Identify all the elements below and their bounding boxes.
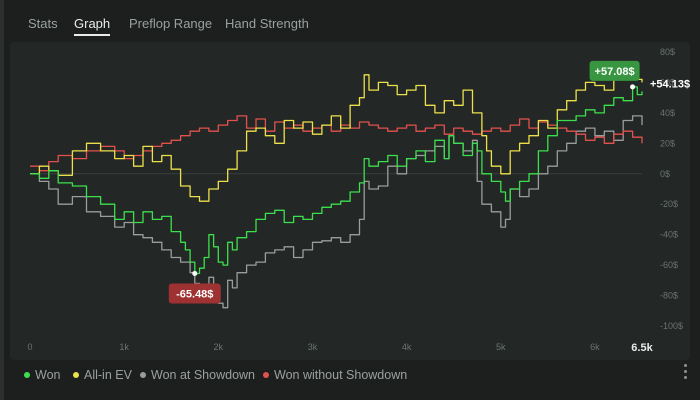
chart-panel: 80$ 60$ 40$ 20$ 0$ -20$ -40$ -60$ -80$ -100$ 0 1k 2k…: [10, 42, 690, 360]
legend-dot-icon: [140, 371, 146, 378]
max-badge: [589, 60, 640, 81]
tab-hand-strength[interactable]: Hand Strength: [225, 16, 309, 31]
series-line-allin-ev[interactable]: [30, 66, 643, 202]
tab-graph[interactable]: Graph: [74, 16, 111, 36]
min-badge-label: -65.48$: [176, 288, 213, 300]
y-tick-label: 60$: [660, 77, 675, 87]
y-tick-label: -20$: [660, 199, 678, 209]
end-value-label: +54.13$: [650, 78, 690, 90]
legend-item-won[interactable]: Won: [24, 368, 60, 382]
y-tick-label: 0$: [660, 169, 670, 179]
chart-legend: Won All-in EV Won at Showdown Won withou…: [0, 368, 700, 386]
legend-item-won-without-showdown[interactable]: Won without Showdown: [263, 368, 407, 382]
more-options-icon[interactable]: [684, 364, 688, 380]
y-tick-label: -80$: [660, 291, 678, 301]
tab-bar: Stats Graph Preflop Range Hand Strength: [0, 0, 700, 40]
x-tick-label: 5k: [496, 342, 506, 352]
x-tick-label: 0: [27, 342, 32, 352]
legend-label: All-in EV: [84, 368, 132, 382]
x-tick-label: 2k: [214, 342, 224, 352]
legend-label: Won at Showdown: [151, 368, 255, 382]
series-line-won[interactable]: [30, 86, 643, 275]
y-tick-label: -40$: [660, 230, 678, 240]
tab-preflop-range[interactable]: Preflop Range: [129, 16, 213, 31]
x-tick-label: 4k: [402, 342, 412, 352]
x-tick-label: 1k: [119, 342, 129, 352]
x-tick-label: 6k: [590, 342, 600, 352]
legend-dot-icon: [24, 371, 30, 378]
y-tick-label: -60$: [660, 260, 678, 270]
max-badge-label: +57.08$: [595, 66, 635, 78]
x-end-label: 6.5k: [631, 342, 653, 354]
legend-dot-icon: [263, 371, 269, 378]
legend-item-allin-ev[interactable]: All-in EV: [73, 368, 132, 382]
series-line-non-showdown[interactable]: [30, 115, 643, 172]
min-point-marker: [192, 270, 198, 276]
y-tick-label: -100$: [660, 321, 683, 331]
tab-stats[interactable]: Stats: [28, 16, 58, 31]
legend-dot-icon: [73, 371, 79, 378]
y-tick-label: 80$: [660, 47, 675, 57]
min-badge: [168, 283, 221, 304]
series-line-showdown[interactable]: [30, 115, 643, 309]
y-tick-label: 40$: [660, 108, 675, 118]
left-edge-strip: [0, 0, 4, 400]
profit-graph[interactable]: 80$ 60$ 40$ 20$ 0$ -20$ -40$ -60$ -80$ -100$ 0 1k 2k…: [10, 42, 690, 360]
x-tick-label: 3k: [308, 342, 318, 352]
max-point-marker: [630, 84, 636, 90]
y-tick-label: 20$: [660, 138, 675, 148]
legend-item-won-at-showdown[interactable]: Won at Showdown: [140, 368, 255, 382]
legend-label: Won: [35, 368, 61, 382]
legend-label: Won without Showdown: [274, 368, 408, 382]
